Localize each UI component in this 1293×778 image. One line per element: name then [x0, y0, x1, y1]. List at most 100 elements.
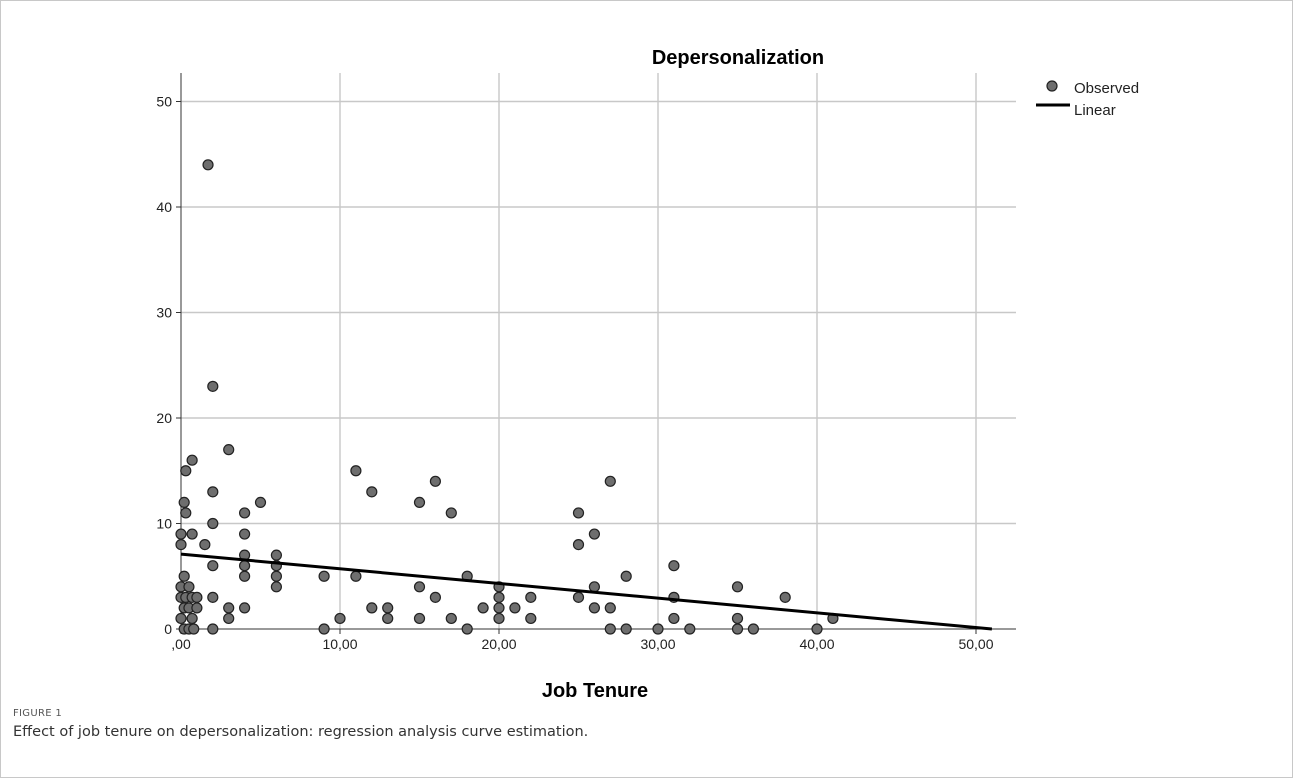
- observed-point: [186, 454, 198, 466]
- observed-point: [183, 581, 195, 593]
- x-tick-label: 50,00: [958, 636, 993, 652]
- observed-point: [493, 591, 505, 603]
- observed-point: [382, 612, 394, 625]
- y-axis-ticks: 0 10 20 30 40 50: [156, 94, 181, 637]
- observed-point: [525, 591, 537, 603]
- observed-point: [175, 538, 187, 551]
- chart-title: Depersonalization: [652, 47, 824, 69]
- observed-point: [199, 538, 211, 551]
- observed-point: [207, 560, 219, 572]
- observed-point: [178, 570, 190, 582]
- observed-point: [477, 602, 489, 614]
- observed-point: [620, 623, 632, 635]
- observed-points: [175, 159, 839, 635]
- observed-point: [202, 159, 214, 171]
- x-tick-label: 20,00: [481, 636, 516, 652]
- legend: Observed Linear: [1036, 80, 1139, 119]
- observed-point: [731, 612, 744, 625]
- figure-label: FIGURE 1: [13, 708, 62, 719]
- observed-point: [572, 538, 585, 551]
- observed-point: [207, 486, 219, 498]
- observed-point: [747, 623, 760, 635]
- observed-point: [223, 602, 235, 614]
- observed-point: [180, 507, 192, 519]
- observed-point: [811, 623, 823, 635]
- observed-point: [620, 570, 632, 582]
- observed-point: [652, 623, 664, 635]
- observed-point: [270, 549, 282, 561]
- observed-point: [207, 591, 219, 603]
- observed-point: [445, 612, 457, 625]
- observed-point: [318, 570, 330, 582]
- observed-point: [366, 602, 378, 614]
- legend-observed-label: Observed: [1074, 80, 1139, 97]
- observed-point: [239, 570, 251, 582]
- x-axis-ticks: ,00 10,00 20,00 30,00 40,00 50,00: [171, 629, 994, 652]
- observed-point: [588, 528, 601, 540]
- observed-point: [207, 623, 219, 635]
- observed-point: [188, 623, 200, 635]
- linear-fit-line: [180, 552, 993, 631]
- observed-point: [175, 612, 187, 625]
- axes: [180, 73, 1016, 630]
- observed-point: [366, 486, 378, 498]
- observed-point: [604, 623, 616, 635]
- observed-point: [186, 528, 198, 540]
- observed-point: [509, 602, 521, 614]
- observed-point: [207, 517, 219, 530]
- y-tick-label: 10: [156, 516, 172, 532]
- observed-point: [318, 623, 330, 635]
- observed-point: [254, 496, 267, 508]
- x-tick-label: 40,00: [799, 636, 834, 652]
- observed-point: [239, 507, 251, 519]
- observed-point: [493, 602, 505, 614]
- observed-point: [429, 591, 441, 603]
- observed-point: [493, 612, 505, 625]
- observed-point: [223, 612, 235, 625]
- observed-point: [350, 465, 362, 477]
- legend-linear-label: Linear: [1074, 102, 1116, 119]
- x-axis-label: Job Tenure: [542, 680, 648, 701]
- observed-point: [572, 507, 585, 519]
- observed-point: [334, 612, 346, 625]
- grid-lines: [181, 73, 1016, 629]
- linear-fit: [180, 552, 993, 631]
- y-tick-label: 30: [156, 305, 172, 321]
- observed-point: [731, 623, 744, 635]
- observed-point: [413, 496, 426, 508]
- observed-point: [668, 560, 680, 572]
- observed-point: [191, 602, 203, 614]
- observed-point: [223, 444, 235, 456]
- observed-point: [604, 475, 616, 487]
- y-tick-label: 20: [156, 410, 172, 426]
- observed-point: [180, 465, 192, 477]
- observed-point: [239, 602, 251, 614]
- figure-caption: Effect of job tenure on depersonalizatio…: [13, 724, 589, 740]
- observed-point: [350, 570, 362, 582]
- observed-point: [731, 581, 744, 593]
- observed-point: [382, 602, 394, 614]
- observed-point: [429, 475, 441, 487]
- observed-point: [413, 612, 426, 625]
- y-tick-label: 50: [156, 94, 172, 110]
- observed-point: [684, 623, 696, 635]
- y-tick-label: 40: [156, 199, 172, 215]
- observed-point: [270, 570, 282, 582]
- observed-point: [445, 507, 457, 519]
- observed-point: [572, 591, 585, 603]
- observed-point: [461, 623, 473, 635]
- legend-observed-marker: [1046, 80, 1058, 92]
- observed-point: [186, 612, 198, 625]
- x-tick-label: 10,00: [322, 636, 357, 652]
- observed-point: [668, 612, 680, 625]
- y-tick-label: 0: [164, 621, 172, 637]
- observed-point: [178, 496, 190, 508]
- observed-point: [239, 560, 251, 572]
- x-tick-label: 30,00: [640, 636, 675, 652]
- observed-point: [413, 581, 426, 593]
- observed-point: [175, 528, 187, 540]
- observed-point: [191, 591, 203, 603]
- observed-point: [779, 591, 791, 603]
- scatter-chart: Depersonalization 0 10 20 30 40 50 ,00 10,00 20…: [156, 47, 1139, 701]
